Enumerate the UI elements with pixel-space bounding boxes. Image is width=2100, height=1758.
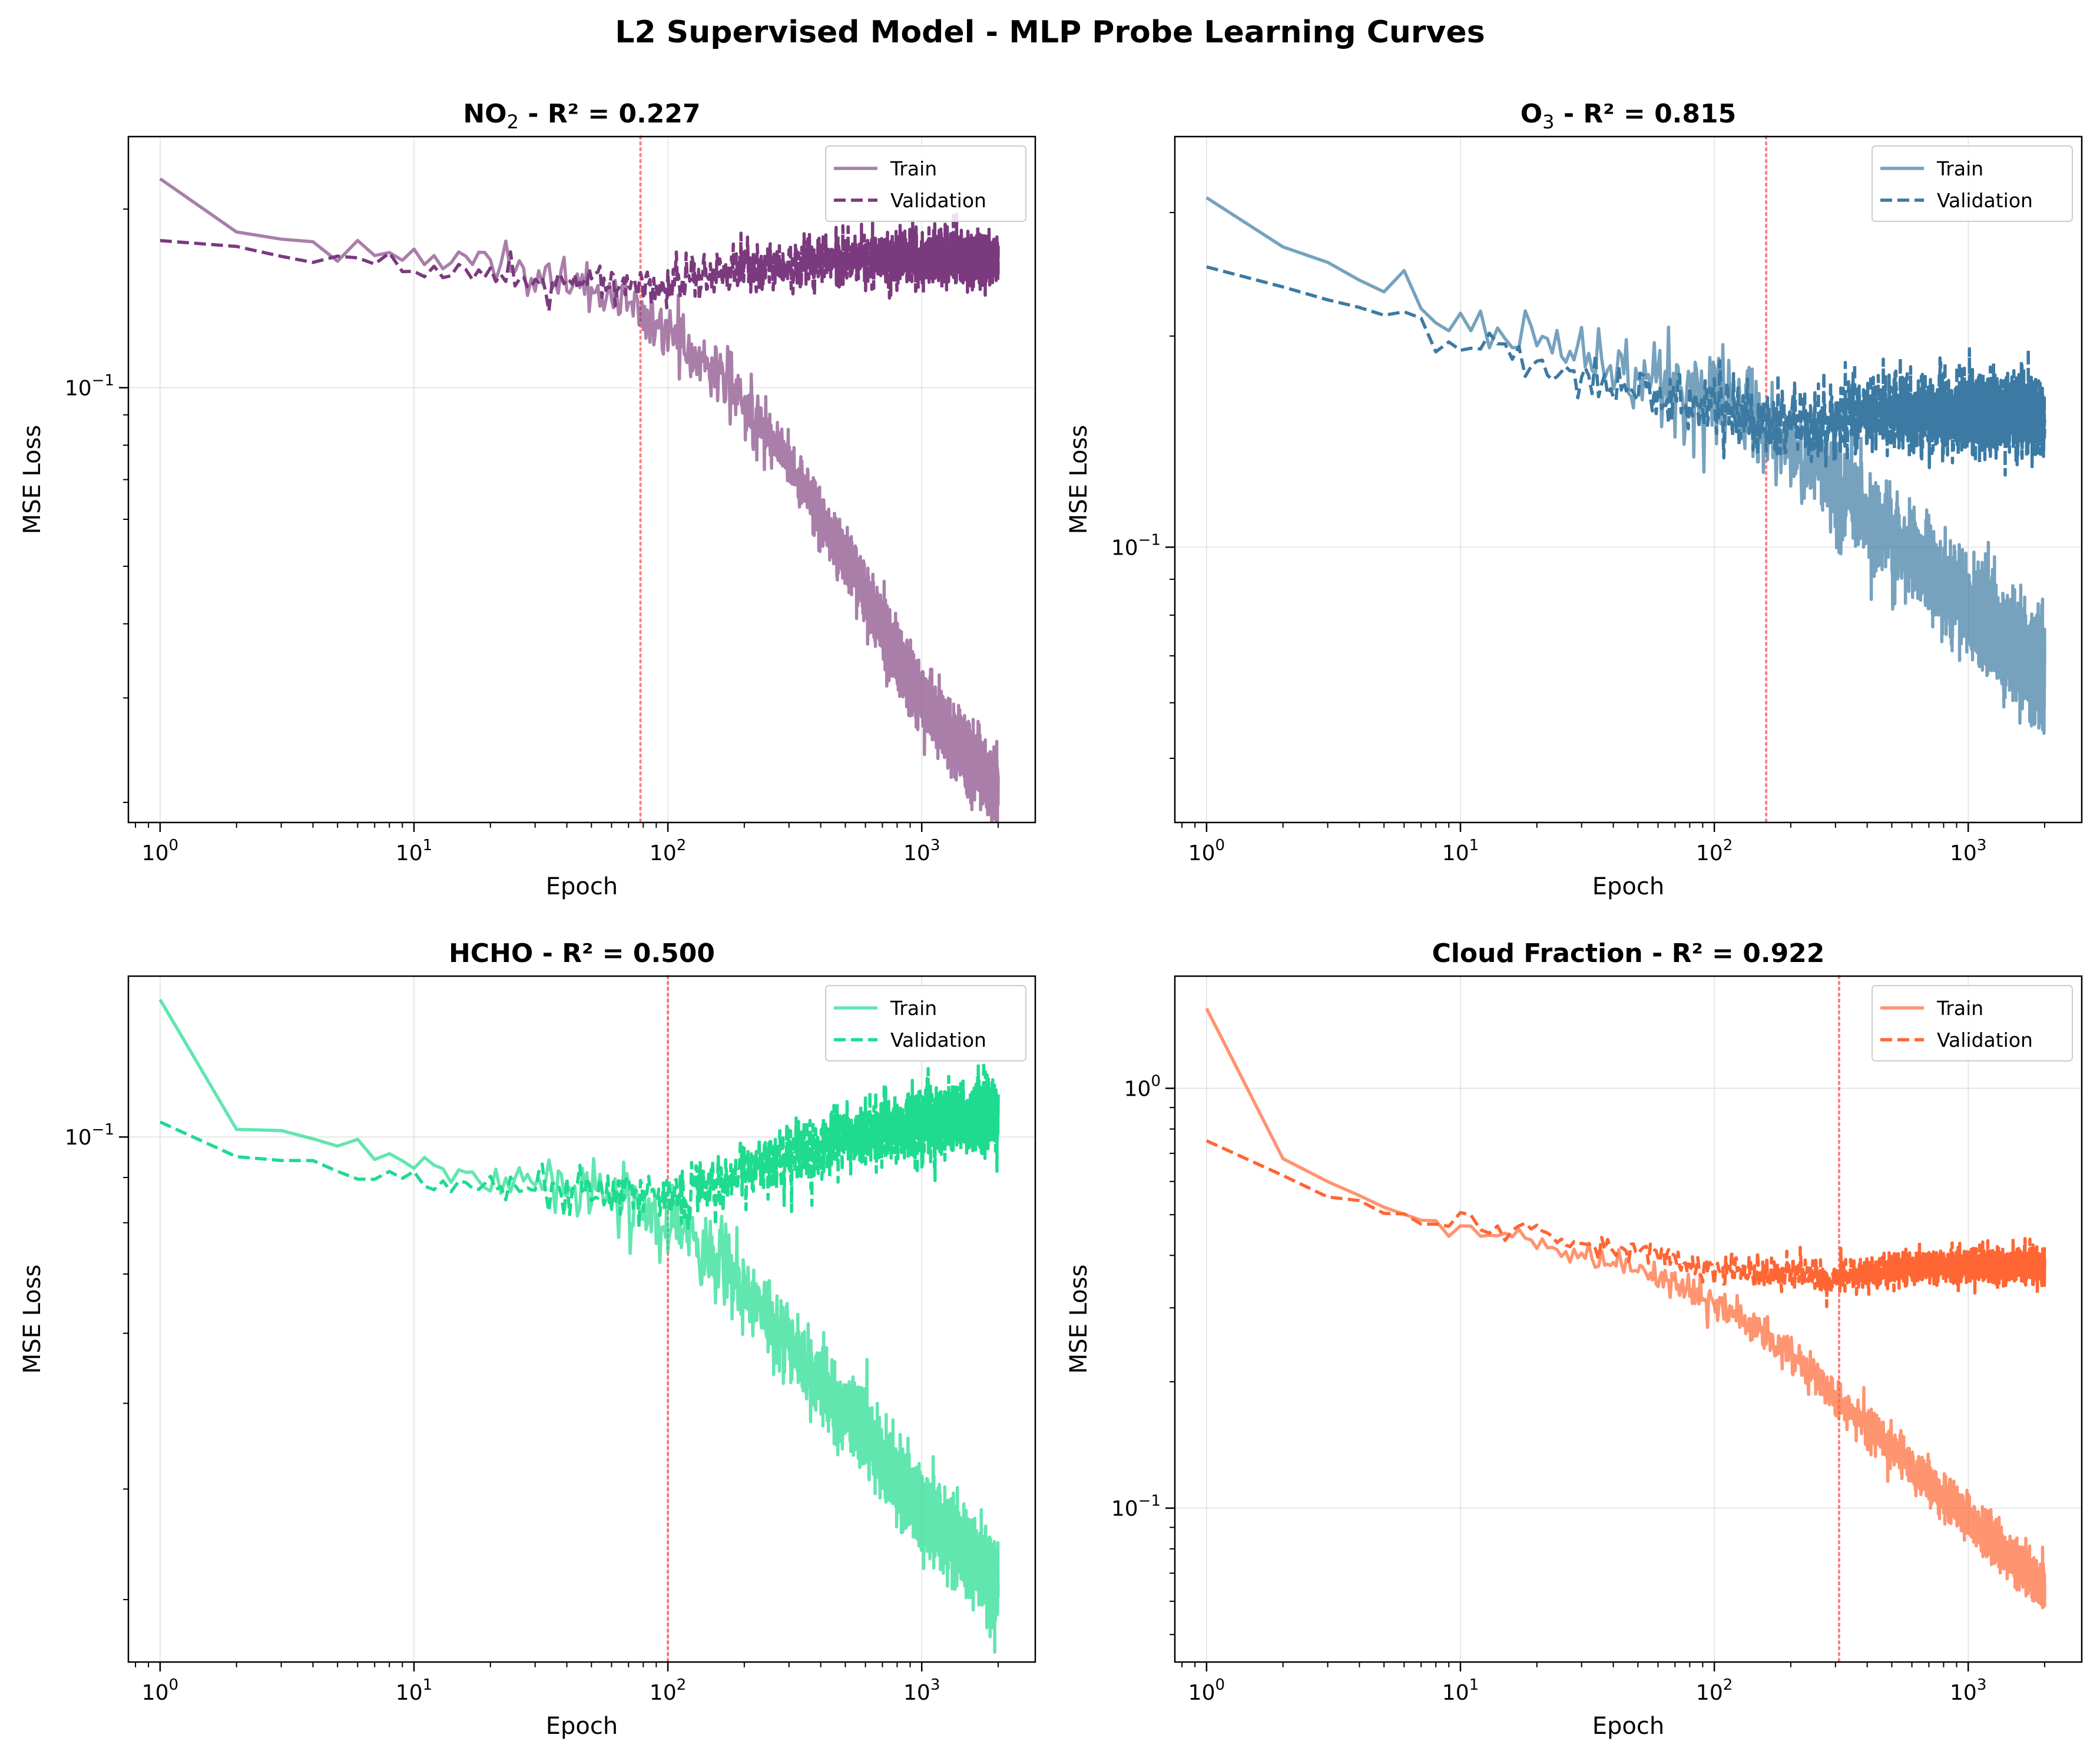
series-group [159, 177, 1000, 822]
legend-label-validation: Validation [1937, 189, 2033, 212]
axes-frame [1174, 135, 2083, 824]
legend-box [1872, 985, 2073, 1062]
x-axis-label: Epoch [546, 1713, 618, 1740]
subplot-title: O3 - R² = 0.815 [1521, 99, 1737, 133]
y-tick-label: 100 [1124, 1073, 1161, 1102]
legend: Train Validation [1872, 985, 2073, 1062]
y-axis-label: MSE Loss [1065, 425, 1092, 535]
y-axis-label: MSE Loss [1065, 1265, 1092, 1374]
x-tick-label: 101 [396, 837, 432, 865]
series-line-train [1205, 1007, 2046, 1610]
x-axis-label: Epoch [1592, 873, 1664, 900]
x-tick-label: 100 [1188, 1676, 1225, 1705]
series-line-validation [160, 211, 1000, 313]
subplot-1: 100 101 102 103 10−1 Epoch MSE Loss NO2 - R² = … [19, 99, 1036, 900]
legend-label-validation: Validation [890, 189, 986, 212]
subplot-grid: 100 101 102 103 10−1 Epoch MSE Loss NO2 - R² = … [19, 99, 2083, 1740]
legend-box [825, 985, 1026, 1062]
x-tick-label: 102 [650, 837, 686, 865]
figure-title: L2 Supervised Model - MLP Probe Learning… [615, 15, 1485, 50]
axes-frame [127, 975, 1036, 1663]
legend-label-train: Train [1936, 157, 1983, 180]
series-line-validation [1206, 265, 2046, 477]
y-tick-label: 10−1 [1111, 531, 1161, 560]
x-tick-label: 102 [1696, 1676, 1733, 1705]
legend-label-train: Train [1936, 997, 1983, 1020]
subplot-title: HCHO - R² = 0.500 [449, 938, 715, 968]
series-line-train [158, 999, 1000, 1654]
x-tick-label: 102 [1696, 837, 1733, 865]
grid [1175, 976, 2082, 1662]
y-tick-label: 10−1 [65, 1121, 114, 1150]
legend-label-train: Train [890, 157, 937, 180]
legend-label-train: Train [890, 997, 937, 1020]
x-tick-label: 100 [142, 837, 178, 865]
x-tick-label: 100 [1188, 837, 1225, 865]
x-tick-label: 103 [1950, 837, 1986, 865]
x-tick-label: 101 [396, 1676, 432, 1705]
x-axis-label: Epoch [546, 873, 618, 900]
legend: Train Validation [825, 145, 1026, 222]
subplot-4: 100 101 102 103 100 10−1 Epoch MSE Loss Cloud Fr… [1065, 938, 2083, 1740]
series-group [1205, 1007, 2046, 1610]
y-tick-label: 10−1 [1111, 1492, 1161, 1521]
legend: Train Validation [825, 985, 1026, 1062]
subplot-title: NO2 - R² = 0.227 [463, 99, 700, 133]
x-tick-label: 101 [1442, 837, 1479, 865]
y-tick-label: 10−1 [65, 372, 114, 401]
x-tick-label: 102 [650, 1676, 686, 1705]
x-tick-label: 103 [903, 837, 940, 865]
legend-box [825, 145, 1026, 222]
x-tick-label: 100 [142, 1676, 178, 1705]
series-group [1205, 196, 2046, 735]
subplot-title: Cloud Fraction - R² = 0.922 [1432, 938, 1825, 968]
x-tick-label: 103 [1950, 1676, 1986, 1705]
y-axis-label: MSE Loss [19, 425, 46, 535]
axes-frame [1174, 975, 2083, 1663]
subplot-2: 100 101 102 103 10−1 Epoch MSE Loss O3 - R² = 0… [1065, 99, 2083, 900]
legend-label-validation: Validation [890, 1029, 986, 1052]
x-axis-label: Epoch [1592, 1713, 1664, 1740]
subplot-3: 100 101 102 103 10−1 Epoch MSE Loss HCHO - R² =… [19, 938, 1036, 1740]
y-axis-label: MSE Loss [19, 1265, 46, 1374]
series-group [158, 999, 1000, 1654]
legend-label-validation: Validation [1937, 1029, 2033, 1052]
series-line-validation [159, 1059, 1000, 1232]
series-line-train [1205, 196, 2046, 735]
x-tick-label: 101 [1442, 1676, 1479, 1705]
legend: Train Validation [1872, 145, 2073, 222]
x-tick-label: 103 [903, 1676, 940, 1705]
legend-box [1872, 145, 2073, 222]
series-line-train [159, 177, 1000, 822]
series-line-validation [1205, 1139, 2046, 1309]
